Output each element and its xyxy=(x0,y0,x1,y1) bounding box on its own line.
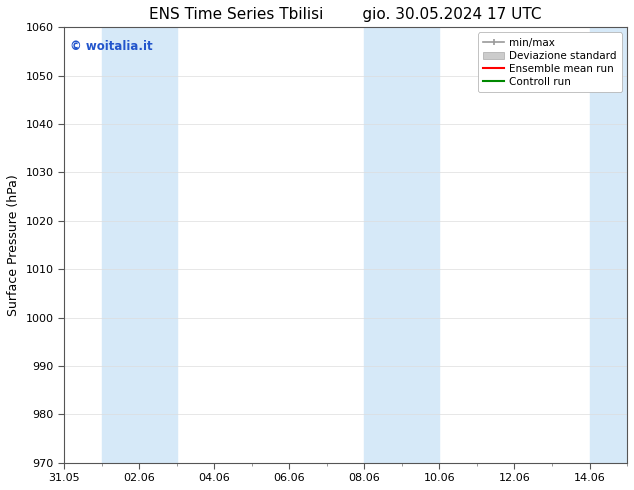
Y-axis label: Surface Pressure (hPa): Surface Pressure (hPa) xyxy=(7,174,20,316)
Text: © woitalia.it: © woitalia.it xyxy=(70,40,152,53)
Legend: min/max, Deviazione standard, Ensemble mean run, Controll run: min/max, Deviazione standard, Ensemble m… xyxy=(478,32,622,92)
Title: ENS Time Series Tbilisi        gio. 30.05.2024 17 UTC: ENS Time Series Tbilisi gio. 30.05.2024 … xyxy=(149,7,542,22)
Bar xyxy=(365,27,439,463)
Bar xyxy=(590,27,627,463)
Bar xyxy=(101,27,177,463)
